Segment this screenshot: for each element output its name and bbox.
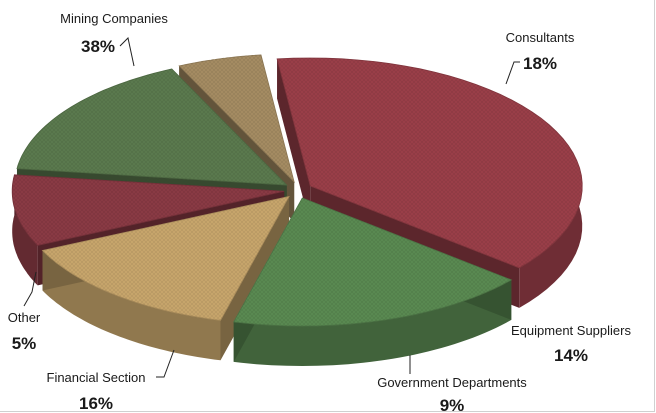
pie-slice-side-equipment-suppliers <box>42 250 221 361</box>
pie-slices <box>11 54 583 366</box>
pie-slice-texture-equipment-suppliers <box>42 196 290 321</box>
slice-pct-other: 5% <box>12 334 37 353</box>
slice-label-other: Other 5% <box>8 271 41 353</box>
slice-pct-financial-section: 16% <box>79 394 113 413</box>
slice-name-equipment-suppliers: Equipment Suppliers <box>511 323 631 338</box>
leader-line-mining <box>119 36 135 67</box>
slice-label-mining-companies: Mining Companies 38% <box>60 11 168 67</box>
pie-slice-texture-other <box>179 54 295 182</box>
slice-name-mining-companies: Mining Companies <box>60 11 168 26</box>
slice-name-financial-section: Financial Section <box>47 370 146 385</box>
slice-label-consultants: Consultants 18% <box>505 30 575 85</box>
leader-line-financial <box>156 349 175 378</box>
pie-slice-texture-mining-companies <box>277 58 583 268</box>
slice-pct-equipment-suppliers: 14% <box>554 346 588 365</box>
slice-name-other: Other <box>8 310 41 325</box>
slice-label-government-departments: Government Departments 9% <box>377 355 527 413</box>
slice-name-government-departments: Government Departments <box>377 375 527 390</box>
slice-name-consultants: Consultants <box>506 30 575 45</box>
pie-slice-texture-consultants <box>233 197 512 326</box>
slice-pct-consultants: 18% <box>523 54 557 73</box>
pie-slice-consultants <box>233 197 513 366</box>
pie-slice-texture-financial-section <box>17 69 287 186</box>
slice-pct-government-departments: 9% <box>440 396 465 413</box>
slice-label-financial-section: Financial Section 16% <box>47 349 175 413</box>
leader-line-consultants <box>505 61 520 85</box>
pie-slice-wall-mining-companies-0 <box>277 58 311 226</box>
slice-pct-mining-companies: 38% <box>81 37 115 56</box>
slice-label-equipment-suppliers: Equipment Suppliers 14% <box>511 323 631 365</box>
pie-slice-side-consultants <box>233 279 512 366</box>
pie-slice-texture-government-departments <box>12 174 285 246</box>
leader-line-other <box>23 271 37 307</box>
